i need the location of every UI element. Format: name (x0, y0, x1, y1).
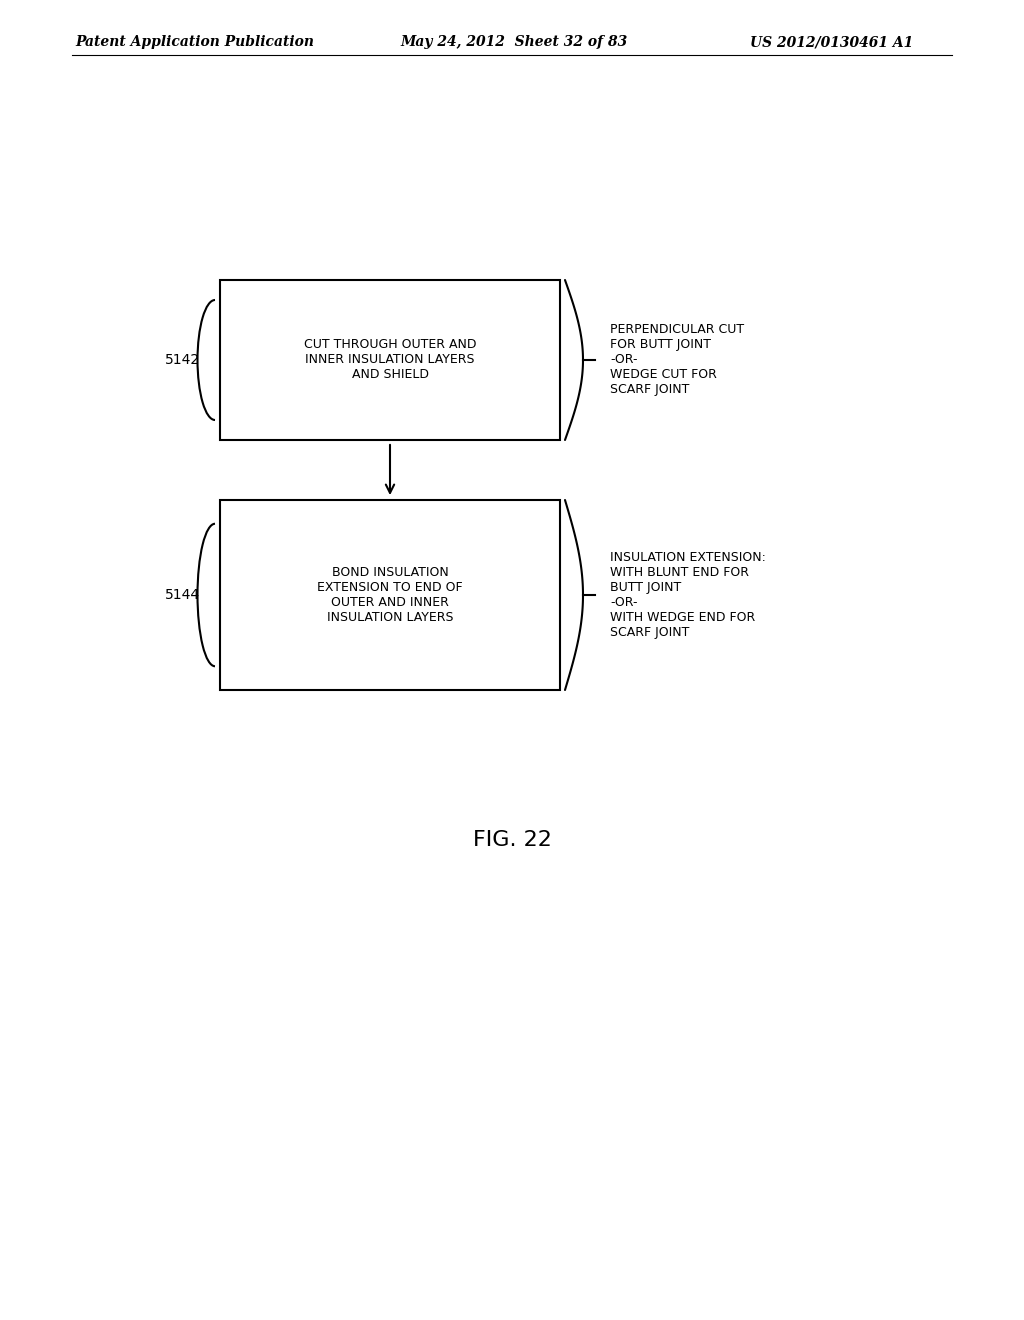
Text: FIG. 22: FIG. 22 (472, 830, 552, 850)
Text: US 2012/0130461 A1: US 2012/0130461 A1 (750, 36, 913, 49)
Text: Patent Application Publication: Patent Application Publication (75, 36, 314, 49)
Text: PERPENDICULAR CUT
FOR BUTT JOINT
-OR-
WEDGE CUT FOR
SCARF JOINT: PERPENDICULAR CUT FOR BUTT JOINT -OR- WE… (610, 323, 744, 396)
Text: May 24, 2012  Sheet 32 of 83: May 24, 2012 Sheet 32 of 83 (400, 36, 628, 49)
FancyBboxPatch shape (220, 500, 560, 690)
Text: INSULATION EXTENSION:
WITH BLUNT END FOR
BUTT JOINT
-OR-
WITH WEDGE END FOR
SCAR: INSULATION EXTENSION: WITH BLUNT END FOR… (610, 550, 766, 639)
Text: BOND INSULATION
EXTENSION TO END OF
OUTER AND INNER
INSULATION LAYERS: BOND INSULATION EXTENSION TO END OF OUTE… (317, 566, 463, 624)
FancyBboxPatch shape (220, 280, 560, 440)
Text: 5142: 5142 (165, 352, 200, 367)
Text: 5144: 5144 (165, 587, 200, 602)
Text: CUT THROUGH OUTER AND
INNER INSULATION LAYERS
AND SHIELD: CUT THROUGH OUTER AND INNER INSULATION L… (304, 338, 476, 381)
